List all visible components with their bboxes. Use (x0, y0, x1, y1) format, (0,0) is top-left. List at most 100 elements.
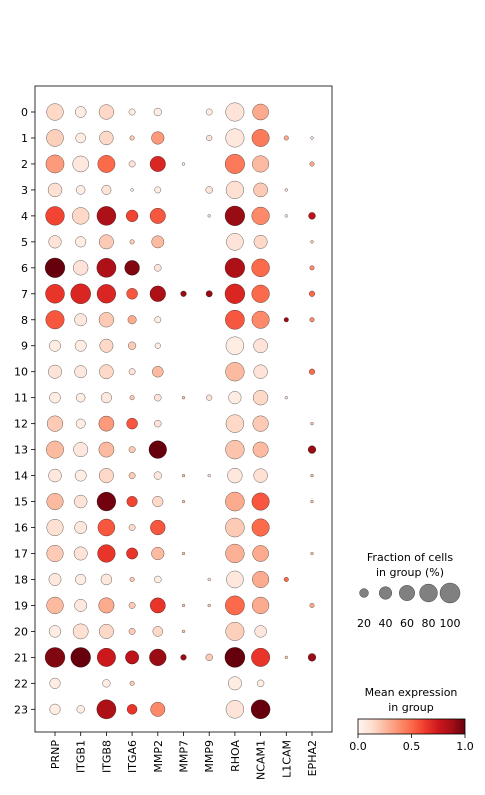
dot (307, 653, 317, 662)
colorbar-tick-label: 0.5 (403, 740, 421, 753)
dot (283, 577, 289, 582)
size-legend-dot (379, 586, 392, 600)
dot (129, 395, 135, 401)
dot (225, 414, 244, 433)
dot (256, 679, 265, 687)
dot (252, 155, 270, 173)
dot (99, 468, 114, 483)
dot (252, 545, 269, 562)
dot (228, 676, 242, 691)
dot (283, 135, 289, 141)
y-tick-label: 3 (21, 184, 28, 197)
y-tick-label: 7 (21, 288, 28, 301)
dot (73, 260, 89, 276)
dot (74, 494, 88, 509)
dot (129, 239, 135, 245)
dots-layer (44, 102, 317, 720)
size-legend-label: 40 (379, 617, 393, 630)
dot (181, 551, 186, 556)
dot (154, 186, 162, 194)
dot (152, 366, 164, 378)
dot (49, 677, 61, 689)
dot (205, 108, 213, 116)
dot (45, 206, 65, 226)
dot (251, 648, 270, 667)
dot (254, 625, 267, 638)
dot (74, 339, 87, 352)
y-tick-label: 19 (14, 599, 28, 612)
dot (98, 441, 115, 458)
dot (284, 655, 288, 659)
dot (99, 624, 114, 639)
dot (154, 394, 162, 402)
dot (128, 524, 136, 531)
size-legend-dot (419, 583, 438, 603)
x-axis: PRNP ITGB1 ITGB8 ITGA6 MMP2 MMP7 MMP9 RHOA NCAM1… (49, 732, 319, 780)
dot (148, 440, 167, 459)
y-tick-label: 2 (21, 158, 28, 171)
size-legend-items: 20 40 60 80 100 (357, 582, 461, 630)
dot (75, 418, 86, 429)
dot (128, 446, 136, 453)
dot (45, 284, 65, 304)
dot (126, 418, 138, 430)
dot (98, 597, 115, 614)
dot (126, 496, 138, 507)
dot (46, 596, 64, 614)
dot (74, 365, 88, 379)
dot (309, 161, 315, 167)
dot (74, 313, 88, 327)
dot (75, 574, 87, 585)
size-legend-dot (439, 582, 461, 604)
dot (73, 546, 88, 561)
x-tick-label: RHOA (229, 740, 242, 772)
dot (310, 240, 314, 244)
dot (253, 390, 269, 406)
dot (97, 518, 116, 537)
dot (309, 317, 315, 323)
dot (310, 474, 314, 478)
dot (128, 602, 136, 609)
plot-frame (34, 85, 333, 733)
dot (75, 132, 86, 144)
dot (205, 653, 213, 661)
dot (253, 364, 268, 379)
dot (181, 499, 186, 504)
dot (149, 156, 166, 172)
dot (252, 441, 269, 458)
dot (151, 131, 165, 145)
dot (225, 440, 245, 460)
dot (149, 285, 166, 302)
dot (76, 705, 85, 714)
y-tick-label: 9 (21, 340, 28, 353)
dot (224, 283, 245, 304)
dot (252, 103, 269, 121)
dot (48, 235, 62, 249)
dot (251, 518, 270, 537)
dot (45, 154, 65, 174)
dot (252, 596, 270, 614)
dot (310, 499, 314, 504)
size-legend-label: 100 (440, 617, 461, 630)
dot (98, 104, 114, 120)
dot (224, 154, 245, 174)
dot (130, 188, 134, 192)
dot (98, 415, 115, 432)
dot (252, 571, 270, 588)
dot (99, 364, 114, 379)
dot (44, 647, 66, 668)
dot (49, 392, 61, 404)
dot (47, 182, 63, 197)
dot (226, 233, 244, 251)
dot (74, 521, 88, 534)
size-legend: Fraction of cells in group (%) 20 40 60 80 1… (357, 551, 461, 630)
dot (72, 623, 89, 640)
dot (149, 648, 167, 666)
dot (225, 700, 244, 719)
dot (206, 134, 213, 141)
color-legend: Mean expression in group 0.0 0.5 1.0 (349, 686, 474, 753)
size-legend-label: 20 (357, 617, 371, 630)
dot (309, 368, 315, 375)
dot (181, 396, 186, 400)
